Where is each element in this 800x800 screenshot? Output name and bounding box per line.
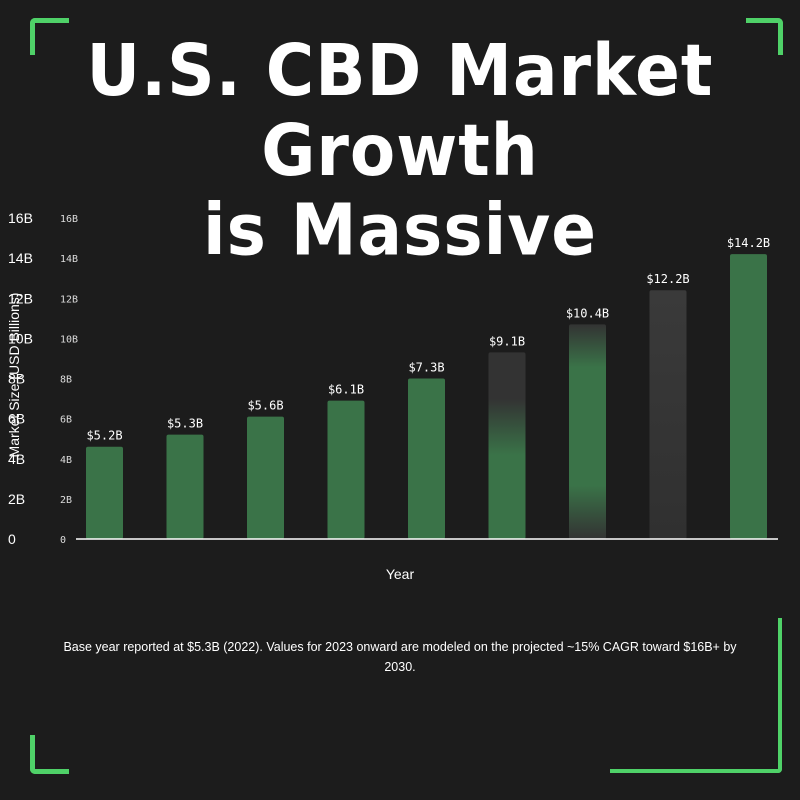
data-label: $7.3B <box>408 361 444 375</box>
y-tick-label: 14B <box>8 250 33 266</box>
y-axis-title: Market Size (USD Billions) <box>6 293 22 458</box>
y-tick-label: 4B <box>8 451 25 467</box>
y-tick-label-inner: 8B <box>60 375 72 386</box>
corner-bracket-top-right <box>746 18 783 55</box>
y-tick-label: 10B <box>8 330 33 346</box>
data-label: $9.1B <box>489 334 525 348</box>
bars <box>86 254 767 540</box>
y-axis-ticks-inner: 0 2B 4B 6B 8B 10B 12B 14B 16B <box>60 214 78 546</box>
bar <box>247 416 284 539</box>
y-tick-label: 2B <box>8 491 25 507</box>
data-label: $14.2B <box>727 236 770 250</box>
y-tick-label-inner: 0 <box>60 535 66 546</box>
y-tick-label-inner: 2B <box>60 495 72 506</box>
y-tick-label-inner: 4B <box>60 455 72 466</box>
x-axis-title: Year <box>386 566 415 582</box>
page-title: U.S. CBD Market Growth is Massive <box>0 31 800 271</box>
bar <box>649 290 687 539</box>
bar <box>488 352 526 539</box>
bar <box>166 434 204 539</box>
data-label: $5.2B <box>86 429 122 443</box>
data-label: $12.2B <box>646 272 689 286</box>
data-label: $5.3B <box>167 417 203 431</box>
y-axis-ticks-outer: 0 2B 4B 6B 8B 10B 12B 14B 16B <box>8 210 33 547</box>
bar <box>730 254 767 540</box>
y-tick-label: 8B <box>8 371 25 387</box>
y-tick-label: 16B <box>8 210 33 226</box>
bar <box>86 446 123 539</box>
y-tick-label-inner: 12B <box>60 294 78 305</box>
y-tick-label: 6B <box>8 411 25 427</box>
title-line-1: U.S. CBD Market Growth <box>86 28 714 193</box>
data-label: $6.1B <box>328 383 364 397</box>
y-tick-label: 12B <box>8 290 33 306</box>
footnote: Base year reported at $5.3B (2022). Valu… <box>63 640 737 674</box>
data-label: $10.4B <box>566 306 609 320</box>
y-tick-label-inner: 16B <box>60 214 78 225</box>
corner-bracket-bottom-right <box>610 618 782 773</box>
bar <box>408 378 445 539</box>
data-labels: $5.2B $5.3B $5.6B $6.1B $7.3B $9.1B $10.4B $12.… <box>86 236 770 443</box>
bar <box>327 400 365 539</box>
y-tick-label-inner: 14B <box>60 254 78 265</box>
data-label: $5.6B <box>247 399 283 413</box>
title-line-2: is Massive <box>202 188 598 272</box>
y-tick-label-inner: 10B <box>60 334 78 345</box>
y-tick-label-inner: 6B <box>60 415 72 426</box>
bar <box>569 324 606 539</box>
corner-bracket-bottom-left <box>30 735 69 774</box>
corner-bracket-top-left <box>30 18 69 55</box>
y-tick-label: 0 <box>8 531 16 547</box>
